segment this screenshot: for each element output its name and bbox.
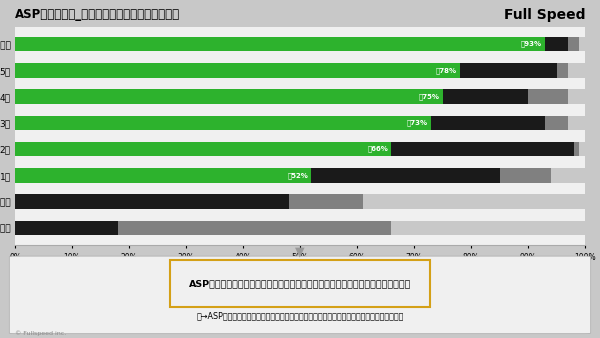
Bar bbox=[551, 168, 585, 183]
Bar bbox=[568, 37, 580, 51]
Bar bbox=[15, 90, 443, 104]
Text: ASP利用社数が多くなるほど「ワンタグツールの利用率が高まっていく傾向」あり: ASP利用社数が多くなるほど「ワンタグツールの利用率が高まっていく傾向」あり bbox=[189, 279, 411, 288]
Bar bbox=[528, 90, 568, 104]
Text: 約78%: 約78% bbox=[436, 67, 457, 74]
Bar bbox=[15, 168, 311, 183]
Bar bbox=[15, 221, 118, 235]
Bar bbox=[574, 142, 580, 156]
Text: ASP利用社数別_ワンタグツールの利用率グラフ: ASP利用社数別_ワンタグツールの利用率グラフ bbox=[15, 8, 180, 21]
Text: 約75%: 約75% bbox=[419, 93, 440, 100]
Bar bbox=[391, 142, 574, 156]
Text: Full Speed: Full Speed bbox=[503, 8, 585, 22]
Bar bbox=[289, 194, 363, 209]
Bar bbox=[15, 142, 391, 156]
Bar bbox=[15, 37, 545, 51]
Text: （→ASP利用社数不問で、企業のアフィリエイト広告運用はワンタグツールの利用率が高い）: （→ASP利用社数不問で、企業のアフィリエイト広告運用はワンタグツールの利用率が… bbox=[196, 312, 404, 321]
Bar bbox=[15, 63, 460, 78]
Bar bbox=[431, 116, 545, 130]
Text: © Fullspeed inc.: © Fullspeed inc. bbox=[15, 331, 66, 336]
Bar bbox=[499, 168, 551, 183]
FancyBboxPatch shape bbox=[10, 256, 591, 334]
Bar bbox=[15, 116, 431, 130]
Text: 約52%: 約52% bbox=[287, 172, 308, 179]
Bar bbox=[443, 90, 528, 104]
Bar bbox=[311, 168, 499, 183]
Bar bbox=[545, 37, 568, 51]
Legend: ワンタグツールを導入している, ワンタグツールを導入していない, 代理店に任せていて導入の有無がわからない, そもそもワンタグツールがどういうものか知らない: ワンタグツールを導入している, ワンタグツールを導入していない, 代理店に任せて… bbox=[19, 313, 222, 333]
Bar bbox=[15, 194, 289, 209]
Bar bbox=[568, 116, 585, 130]
Text: 約73%: 約73% bbox=[407, 120, 428, 126]
Bar bbox=[362, 194, 585, 209]
Bar bbox=[568, 63, 585, 78]
Bar bbox=[545, 116, 568, 130]
Bar bbox=[580, 37, 585, 51]
Bar bbox=[118, 221, 391, 235]
Text: 約93%: 約93% bbox=[521, 41, 542, 47]
Bar bbox=[460, 63, 557, 78]
Text: 約66%: 約66% bbox=[367, 146, 388, 152]
Bar bbox=[568, 90, 585, 104]
Bar bbox=[391, 221, 585, 235]
Text: ▼: ▼ bbox=[295, 245, 305, 258]
Bar bbox=[580, 142, 585, 156]
Bar bbox=[557, 63, 568, 78]
Text: ↓ASP利用社数: ↓ASP利用社数 bbox=[10, 273, 56, 282]
